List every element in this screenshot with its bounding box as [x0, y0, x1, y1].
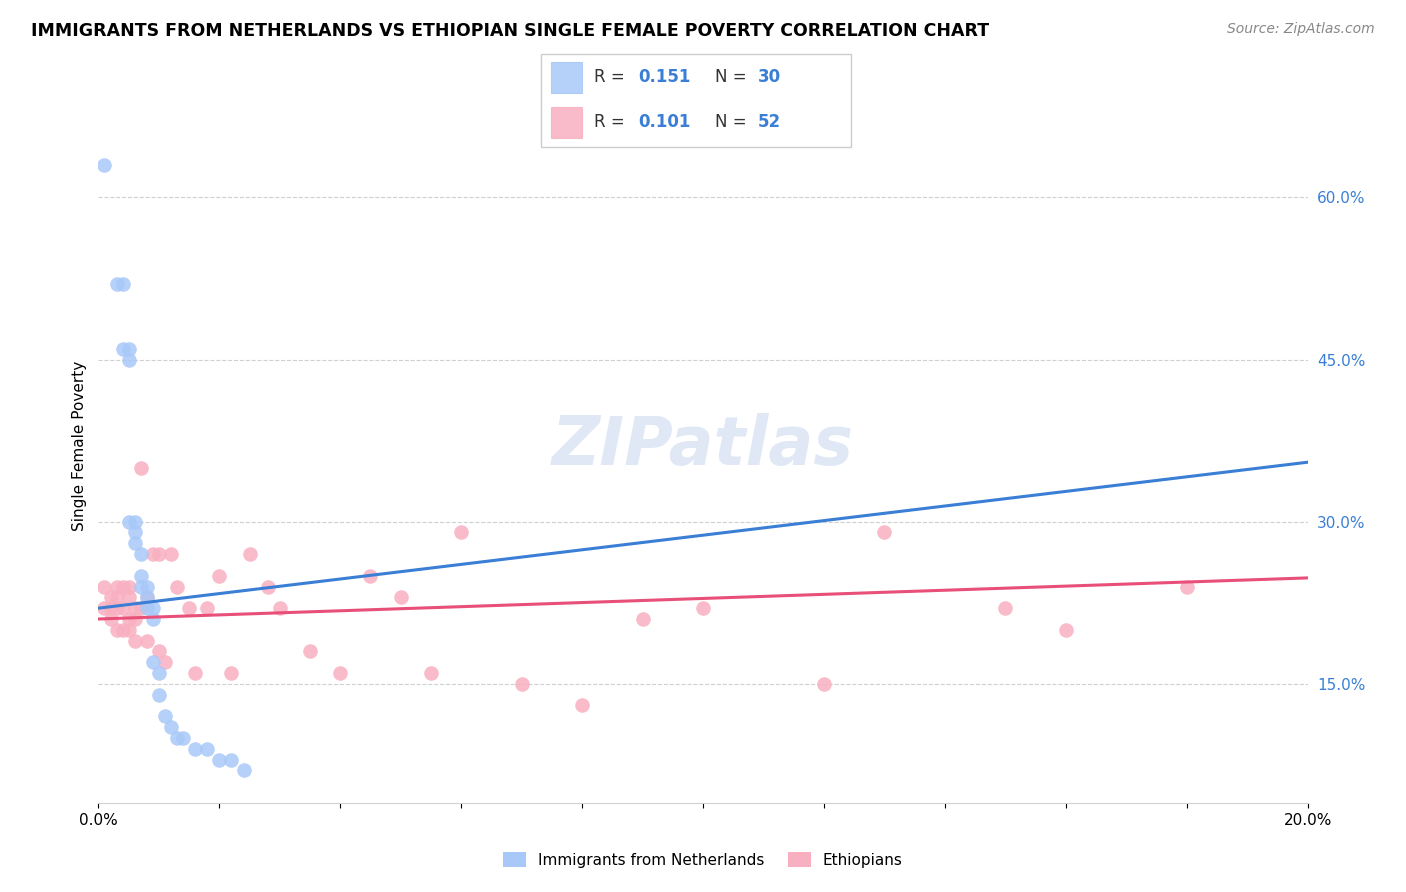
Text: R =: R = — [593, 113, 630, 131]
Point — [389, 591, 412, 605]
Point — [269, 601, 291, 615]
Point — [142, 547, 165, 561]
Point — [135, 633, 157, 648]
Point — [124, 525, 146, 540]
Point — [124, 633, 146, 648]
Point — [221, 666, 243, 681]
Point — [100, 612, 122, 626]
Point — [873, 525, 896, 540]
Point — [105, 277, 128, 291]
Point — [420, 666, 443, 681]
Point — [692, 601, 714, 615]
Point — [105, 591, 128, 605]
Point — [118, 623, 141, 637]
Point — [172, 731, 194, 745]
FancyBboxPatch shape — [551, 107, 582, 138]
Point — [111, 277, 134, 291]
Point — [256, 580, 278, 594]
Point — [105, 580, 128, 594]
Point — [1054, 623, 1077, 637]
Point — [142, 601, 165, 615]
Point — [118, 580, 141, 594]
Point — [160, 720, 183, 734]
Text: R =: R = — [593, 69, 630, 87]
Point — [184, 666, 207, 681]
Point — [118, 612, 141, 626]
Point — [129, 460, 152, 475]
FancyBboxPatch shape — [541, 54, 851, 147]
Text: 0.151: 0.151 — [638, 69, 692, 87]
Point — [148, 644, 170, 658]
Text: N =: N = — [714, 69, 751, 87]
Y-axis label: Single Female Poverty: Single Female Poverty — [72, 361, 87, 531]
Point — [135, 591, 157, 605]
Point — [142, 655, 165, 669]
Point — [100, 591, 122, 605]
Point — [124, 536, 146, 550]
Point — [195, 741, 218, 756]
Point — [232, 764, 254, 778]
Point — [994, 601, 1017, 615]
Point — [1175, 580, 1198, 594]
Legend: Immigrants from Netherlands, Ethiopians: Immigrants from Netherlands, Ethiopians — [498, 846, 908, 873]
Point — [450, 525, 472, 540]
Point — [184, 741, 207, 756]
Point — [93, 580, 115, 594]
Point — [118, 352, 141, 367]
Point — [208, 753, 231, 767]
Point — [100, 601, 122, 615]
Point — [135, 591, 157, 605]
Point — [360, 568, 382, 582]
Point — [93, 601, 115, 615]
Point — [153, 655, 176, 669]
Point — [299, 644, 322, 658]
Point — [195, 601, 218, 615]
Point — [135, 601, 157, 615]
FancyBboxPatch shape — [551, 62, 582, 93]
Point — [221, 753, 243, 767]
Text: ZIPatlas: ZIPatlas — [553, 413, 853, 479]
Point — [129, 568, 152, 582]
Point — [124, 601, 146, 615]
Text: N =: N = — [714, 113, 751, 131]
Point — [142, 612, 165, 626]
Point — [160, 547, 183, 561]
Point — [166, 731, 188, 745]
Point — [153, 709, 176, 723]
Point — [135, 580, 157, 594]
Point — [124, 612, 146, 626]
Point — [208, 568, 231, 582]
Point — [129, 547, 152, 561]
Point — [105, 623, 128, 637]
Point — [239, 547, 262, 561]
Point — [118, 342, 141, 356]
Text: Source: ZipAtlas.com: Source: ZipAtlas.com — [1227, 22, 1375, 37]
Point — [148, 547, 170, 561]
Point — [118, 591, 141, 605]
Point — [179, 601, 201, 615]
Point — [111, 623, 134, 637]
Point — [631, 612, 654, 626]
Text: 52: 52 — [758, 113, 780, 131]
Point — [813, 677, 835, 691]
Point — [105, 601, 128, 615]
Point — [111, 601, 134, 615]
Point — [329, 666, 352, 681]
Point — [129, 580, 152, 594]
Point — [129, 601, 152, 615]
Point — [148, 688, 170, 702]
Point — [148, 666, 170, 681]
Text: 30: 30 — [758, 69, 780, 87]
Point — [124, 515, 146, 529]
Point — [510, 677, 533, 691]
Point — [118, 515, 141, 529]
Text: IMMIGRANTS FROM NETHERLANDS VS ETHIOPIAN SINGLE FEMALE POVERTY CORRELATION CHART: IMMIGRANTS FROM NETHERLANDS VS ETHIOPIAN… — [31, 22, 988, 40]
Text: 0.101: 0.101 — [638, 113, 692, 131]
Point — [111, 580, 134, 594]
Point — [571, 698, 593, 713]
Point — [93, 158, 115, 172]
Point — [166, 580, 188, 594]
Point — [111, 342, 134, 356]
